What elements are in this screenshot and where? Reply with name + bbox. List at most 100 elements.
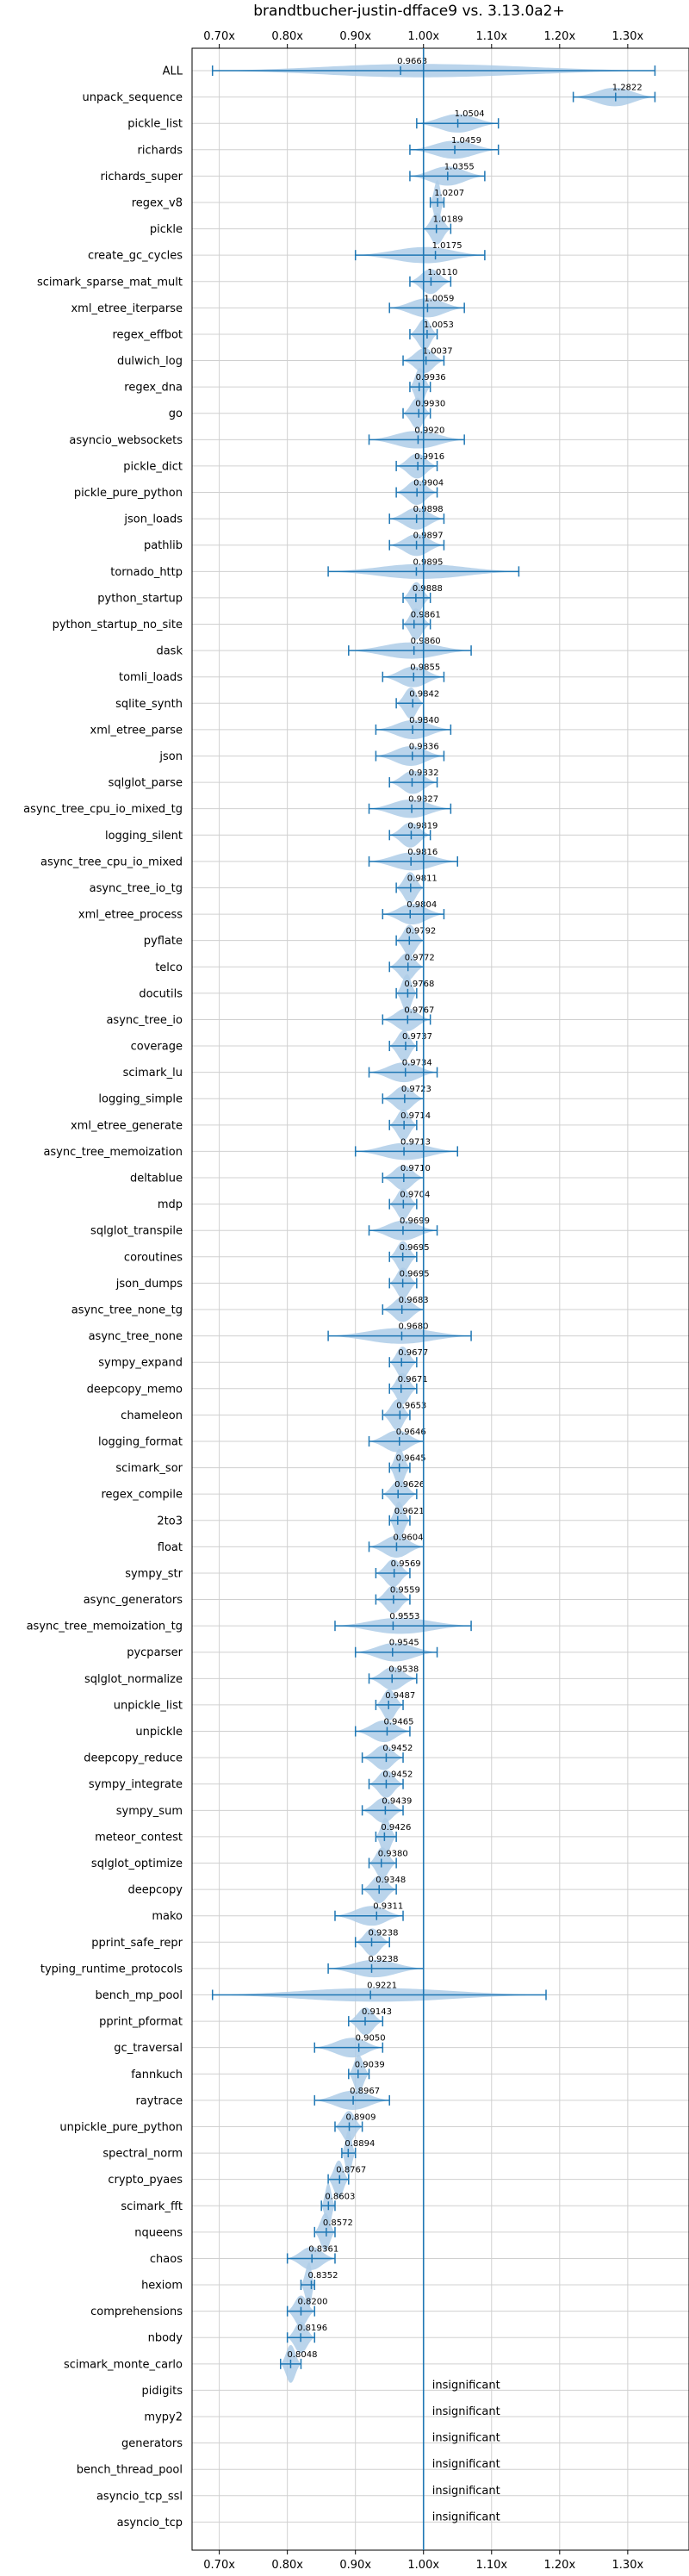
- bottom-tick-label: 0.80x: [271, 2559, 303, 2572]
- benchmark-label: logging_silent: [105, 830, 183, 843]
- value-label: 0.9553: [389, 1612, 419, 1621]
- value-label: 0.9842: [409, 689, 439, 699]
- benchmark-label: fannkuch: [131, 2069, 183, 2081]
- benchmark-label: deepcopy: [127, 1884, 183, 1897]
- benchmark-label: crypto_pyaes: [108, 2174, 183, 2187]
- value-label: 0.9792: [406, 927, 436, 936]
- insignificant-label: insignificant: [432, 2511, 500, 2523]
- benchmark-label: pprint_pformat: [99, 2016, 183, 2029]
- benchmark-label: float: [158, 1541, 183, 1554]
- top-tick-label: 1.30x: [612, 30, 644, 43]
- value-label: 0.9559: [390, 1586, 420, 1596]
- value-label: 0.9714: [400, 1111, 431, 1121]
- value-label: 0.9426: [381, 1823, 411, 1832]
- value-label: 1.0037: [423, 347, 453, 357]
- benchmark-label: mdp: [158, 1198, 183, 1211]
- value-label: 0.9888: [413, 584, 443, 594]
- benchmark-label: unpickle: [135, 1726, 183, 1739]
- value-label: 0.8767: [336, 2166, 366, 2175]
- value-label: 0.9699: [400, 1216, 430, 1226]
- value-label: 0.9772: [405, 953, 435, 962]
- benchmark-label: sympy_integrate: [89, 1778, 183, 1791]
- benchmark-label: scimark_sor: [115, 1462, 183, 1475]
- value-label: 1.0459: [451, 136, 481, 146]
- bottom-tick-label: 0.70x: [203, 2559, 235, 2572]
- benchmark-label: pathlib: [144, 539, 183, 552]
- value-label: 0.9816: [407, 848, 438, 857]
- value-label: 0.9704: [400, 1191, 430, 1200]
- benchmark-label: pickle_list: [127, 118, 183, 131]
- value-label: 0.9348: [376, 1876, 406, 1885]
- value-label: 0.8196: [297, 2324, 327, 2333]
- benchmark-label: deltablue: [130, 1173, 183, 1185]
- chart-title: brandtbucher-justin-dfface9 vs. 3.13.0a2…: [253, 3, 564, 20]
- benchmark-label: sympy_str: [125, 1567, 183, 1580]
- value-label: 0.9737: [402, 1032, 432, 1042]
- benchmark-label: richards: [138, 144, 183, 157]
- value-label: 0.9569: [391, 1559, 421, 1569]
- benchmark-label: sqlglot_normalize: [84, 1673, 183, 1686]
- benchmark-label: chaos: [150, 2253, 183, 2266]
- value-label: 0.9855: [410, 663, 440, 673]
- benchmark-label: nbody: [148, 2332, 183, 2345]
- benchmark-label: sympy_expand: [98, 1357, 183, 1370]
- benchmark-label: coroutines: [124, 1251, 183, 1264]
- benchmark-label: spectral_norm: [102, 2148, 183, 2161]
- bottom-tick-label: 1.00x: [407, 2559, 439, 2572]
- benchmark-label: logging_simple: [98, 1093, 183, 1106]
- benchmark-label: pidigits: [142, 2385, 183, 2398]
- value-label: 0.9143: [362, 2007, 392, 2017]
- benchmark-label: xml_etree_generate: [71, 1119, 183, 1132]
- benchmark-label: sqlite_synth: [115, 698, 183, 711]
- benchmark-label: chameleon: [121, 1409, 183, 1422]
- value-label: 0.8572: [323, 2218, 353, 2228]
- benchmark-label: pickle_pure_python: [74, 487, 183, 500]
- benchmark-label: async_tree_cpu_io_mixed: [40, 856, 183, 868]
- benchmark-label: bench_mp_pool: [95, 1989, 183, 2002]
- benchmark-label: regex_compile: [101, 1489, 183, 1502]
- value-label: 0.9653: [396, 1401, 426, 1410]
- value-label: 0.9710: [400, 1164, 431, 1173]
- benchmark-label: ALL: [163, 65, 183, 78]
- benchmark-label: python_startup: [97, 592, 183, 605]
- value-label: 0.9626: [394, 1480, 425, 1490]
- benchmark-label: regex_v8: [132, 196, 183, 209]
- value-label: 1.0110: [427, 268, 457, 277]
- benchmark-label: python_startup_no_site: [53, 619, 183, 632]
- benchmark-label: docutils: [139, 987, 183, 1000]
- benchmark-label: go: [169, 408, 183, 420]
- value-label: 0.9680: [398, 1322, 428, 1332]
- benchmark-label: typing_runtime_protocols: [40, 1963, 183, 1976]
- value-label: 0.9545: [389, 1639, 419, 1648]
- value-label: 0.9695: [400, 1269, 430, 1279]
- value-label: 0.8361: [308, 2244, 338, 2254]
- value-label: 1.0175: [432, 241, 462, 251]
- benchmark-labels: ALL unpack_sequence pickle_list richards ric…: [23, 65, 183, 2529]
- benchmark-label: xml_etree_parse: [90, 724, 183, 737]
- benchmark-label: meteor_contest: [95, 1831, 183, 1844]
- benchmark-label: sympy_sum: [116, 1805, 183, 1818]
- value-label: 0.8894: [344, 2139, 375, 2149]
- benchmark-label: asyncio_websockets: [69, 434, 183, 447]
- value-label: 1.0059: [424, 294, 454, 303]
- value-label: 1.0189: [433, 215, 463, 225]
- value-label: 0.8352: [307, 2271, 338, 2280]
- benchmark-label: json: [158, 750, 183, 763]
- benchmark-label: dask: [156, 645, 183, 658]
- value-label: 0.9804: [407, 900, 437, 910]
- value-label: 0.9713: [400, 1137, 431, 1147]
- top-tick-label: 1.20x: [544, 30, 576, 43]
- benchmark-label: xml_etree_process: [78, 909, 183, 922]
- violins: 0.9663 1.2822 1.0504 1.0459 1.0355 1.0207 1.01…: [211, 57, 656, 2523]
- value-label: 1.0207: [434, 189, 464, 198]
- top-tick-label: 0.70x: [203, 30, 235, 43]
- benchmark-label: asyncio_tcp: [117, 2517, 183, 2529]
- benchmark-label: unpack_sequence: [82, 91, 183, 104]
- value-label: 0.9861: [411, 611, 441, 620]
- value-label: 0.9677: [398, 1348, 428, 1358]
- benchmark-label: unpickle_pure_python: [59, 2121, 183, 2134]
- value-label: 0.9604: [393, 1533, 423, 1542]
- value-label: 0.9897: [413, 532, 444, 541]
- bottom-tick-label: 1.20x: [544, 2559, 576, 2572]
